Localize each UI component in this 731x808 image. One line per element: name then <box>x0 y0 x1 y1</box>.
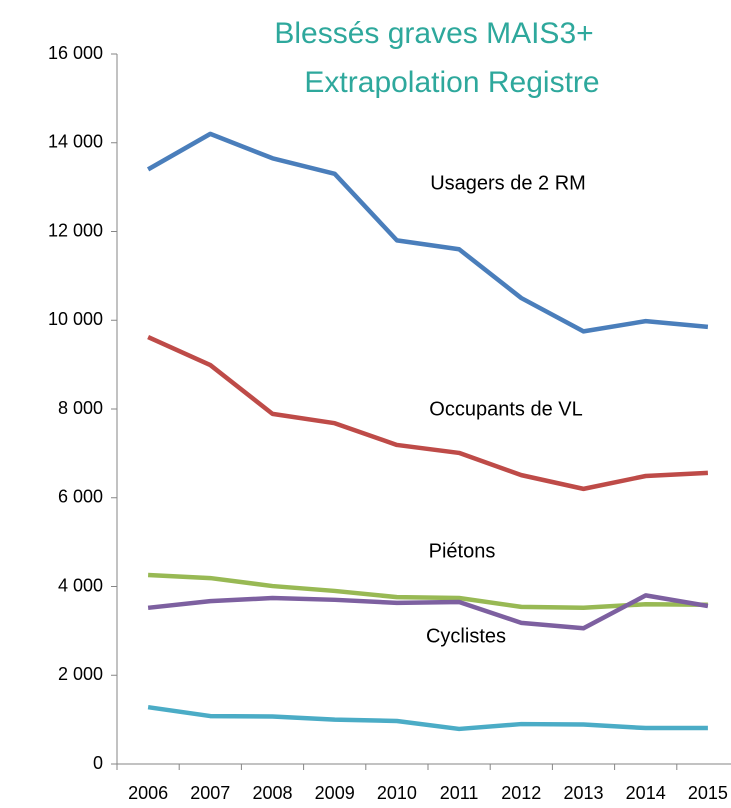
y-tick-label: 8 000 <box>58 398 103 418</box>
y-tick-label: 14 000 <box>48 132 103 152</box>
x-tick-label: 2015 <box>688 783 728 803</box>
x-tick-label: 2014 <box>626 783 666 803</box>
x-tick-label: 2006 <box>128 783 168 803</box>
y-tick-label: 4 000 <box>58 575 103 595</box>
y-tick-label: 12 000 <box>48 220 103 240</box>
series-line <box>147 704 708 732</box>
x-tick-label: 2012 <box>501 783 541 803</box>
series-label: Cyclistes <box>426 625 506 647</box>
series-line <box>146 131 709 334</box>
y-tick-label: 16 000 <box>48 43 103 63</box>
series-line <box>147 593 709 631</box>
y-tick-label: 10 000 <box>48 309 103 329</box>
x-tick-label: 2007 <box>190 783 230 803</box>
y-tick-label: 2 000 <box>58 664 103 684</box>
x-tick-label: 2010 <box>377 783 417 803</box>
y-tick-label: 0 <box>93 753 103 773</box>
series-label: Piétons <box>429 540 496 562</box>
series-label: Occupants de VL <box>429 398 582 420</box>
series-label: Usagers de 2 RM <box>430 172 586 194</box>
x-tick-label: 2013 <box>563 783 603 803</box>
chart-title: Blessés graves MAIS3+ <box>274 17 593 50</box>
x-tick-label: 2008 <box>252 783 292 803</box>
series-line <box>147 572 708 611</box>
series-line <box>147 335 709 492</box>
x-tick-label: 2009 <box>315 783 355 803</box>
x-tick-label: 2011 <box>440 783 479 803</box>
chart-title: Extrapolation Registre <box>304 66 599 99</box>
y-tick-label: 6 000 <box>58 487 103 507</box>
